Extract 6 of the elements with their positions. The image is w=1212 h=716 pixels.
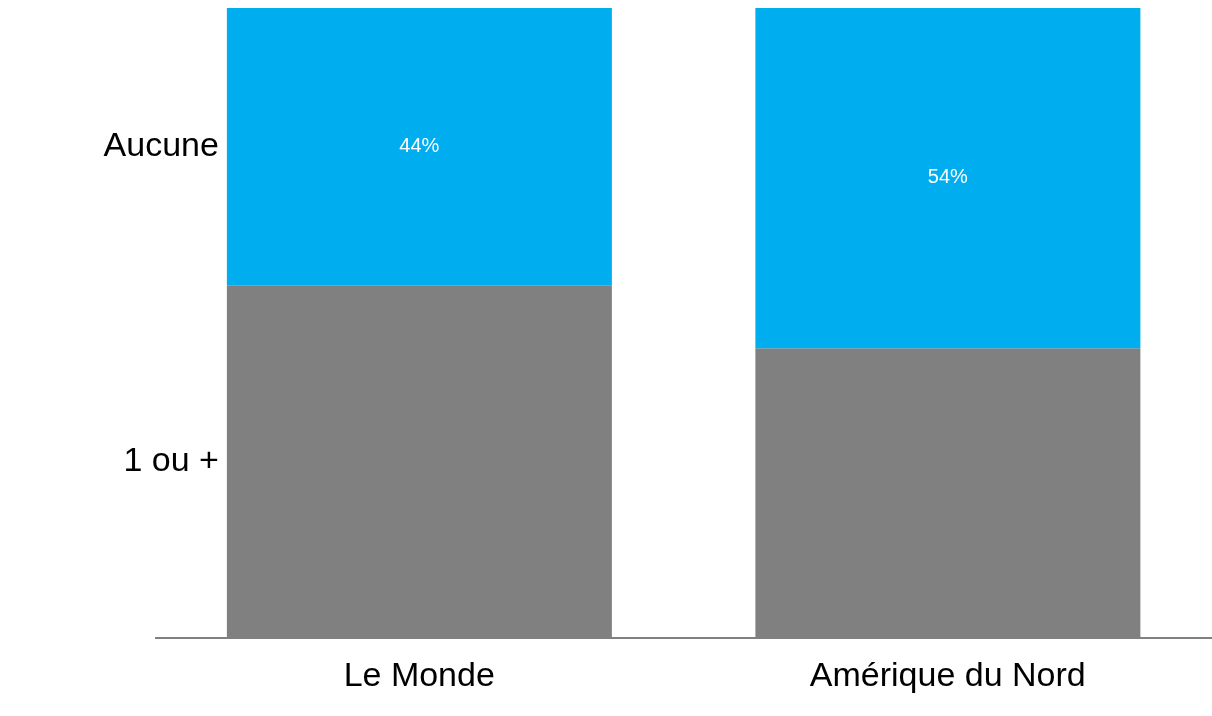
series-label: 1 ou + bbox=[123, 439, 219, 479]
series-label: Aucune bbox=[103, 124, 219, 164]
data-label: 54% bbox=[927, 165, 969, 188]
x-tick-label: Le Monde bbox=[343, 655, 495, 694]
data-label: 44% bbox=[399, 133, 440, 156]
x-tick-label: Amérique du Nord bbox=[809, 655, 1086, 694]
